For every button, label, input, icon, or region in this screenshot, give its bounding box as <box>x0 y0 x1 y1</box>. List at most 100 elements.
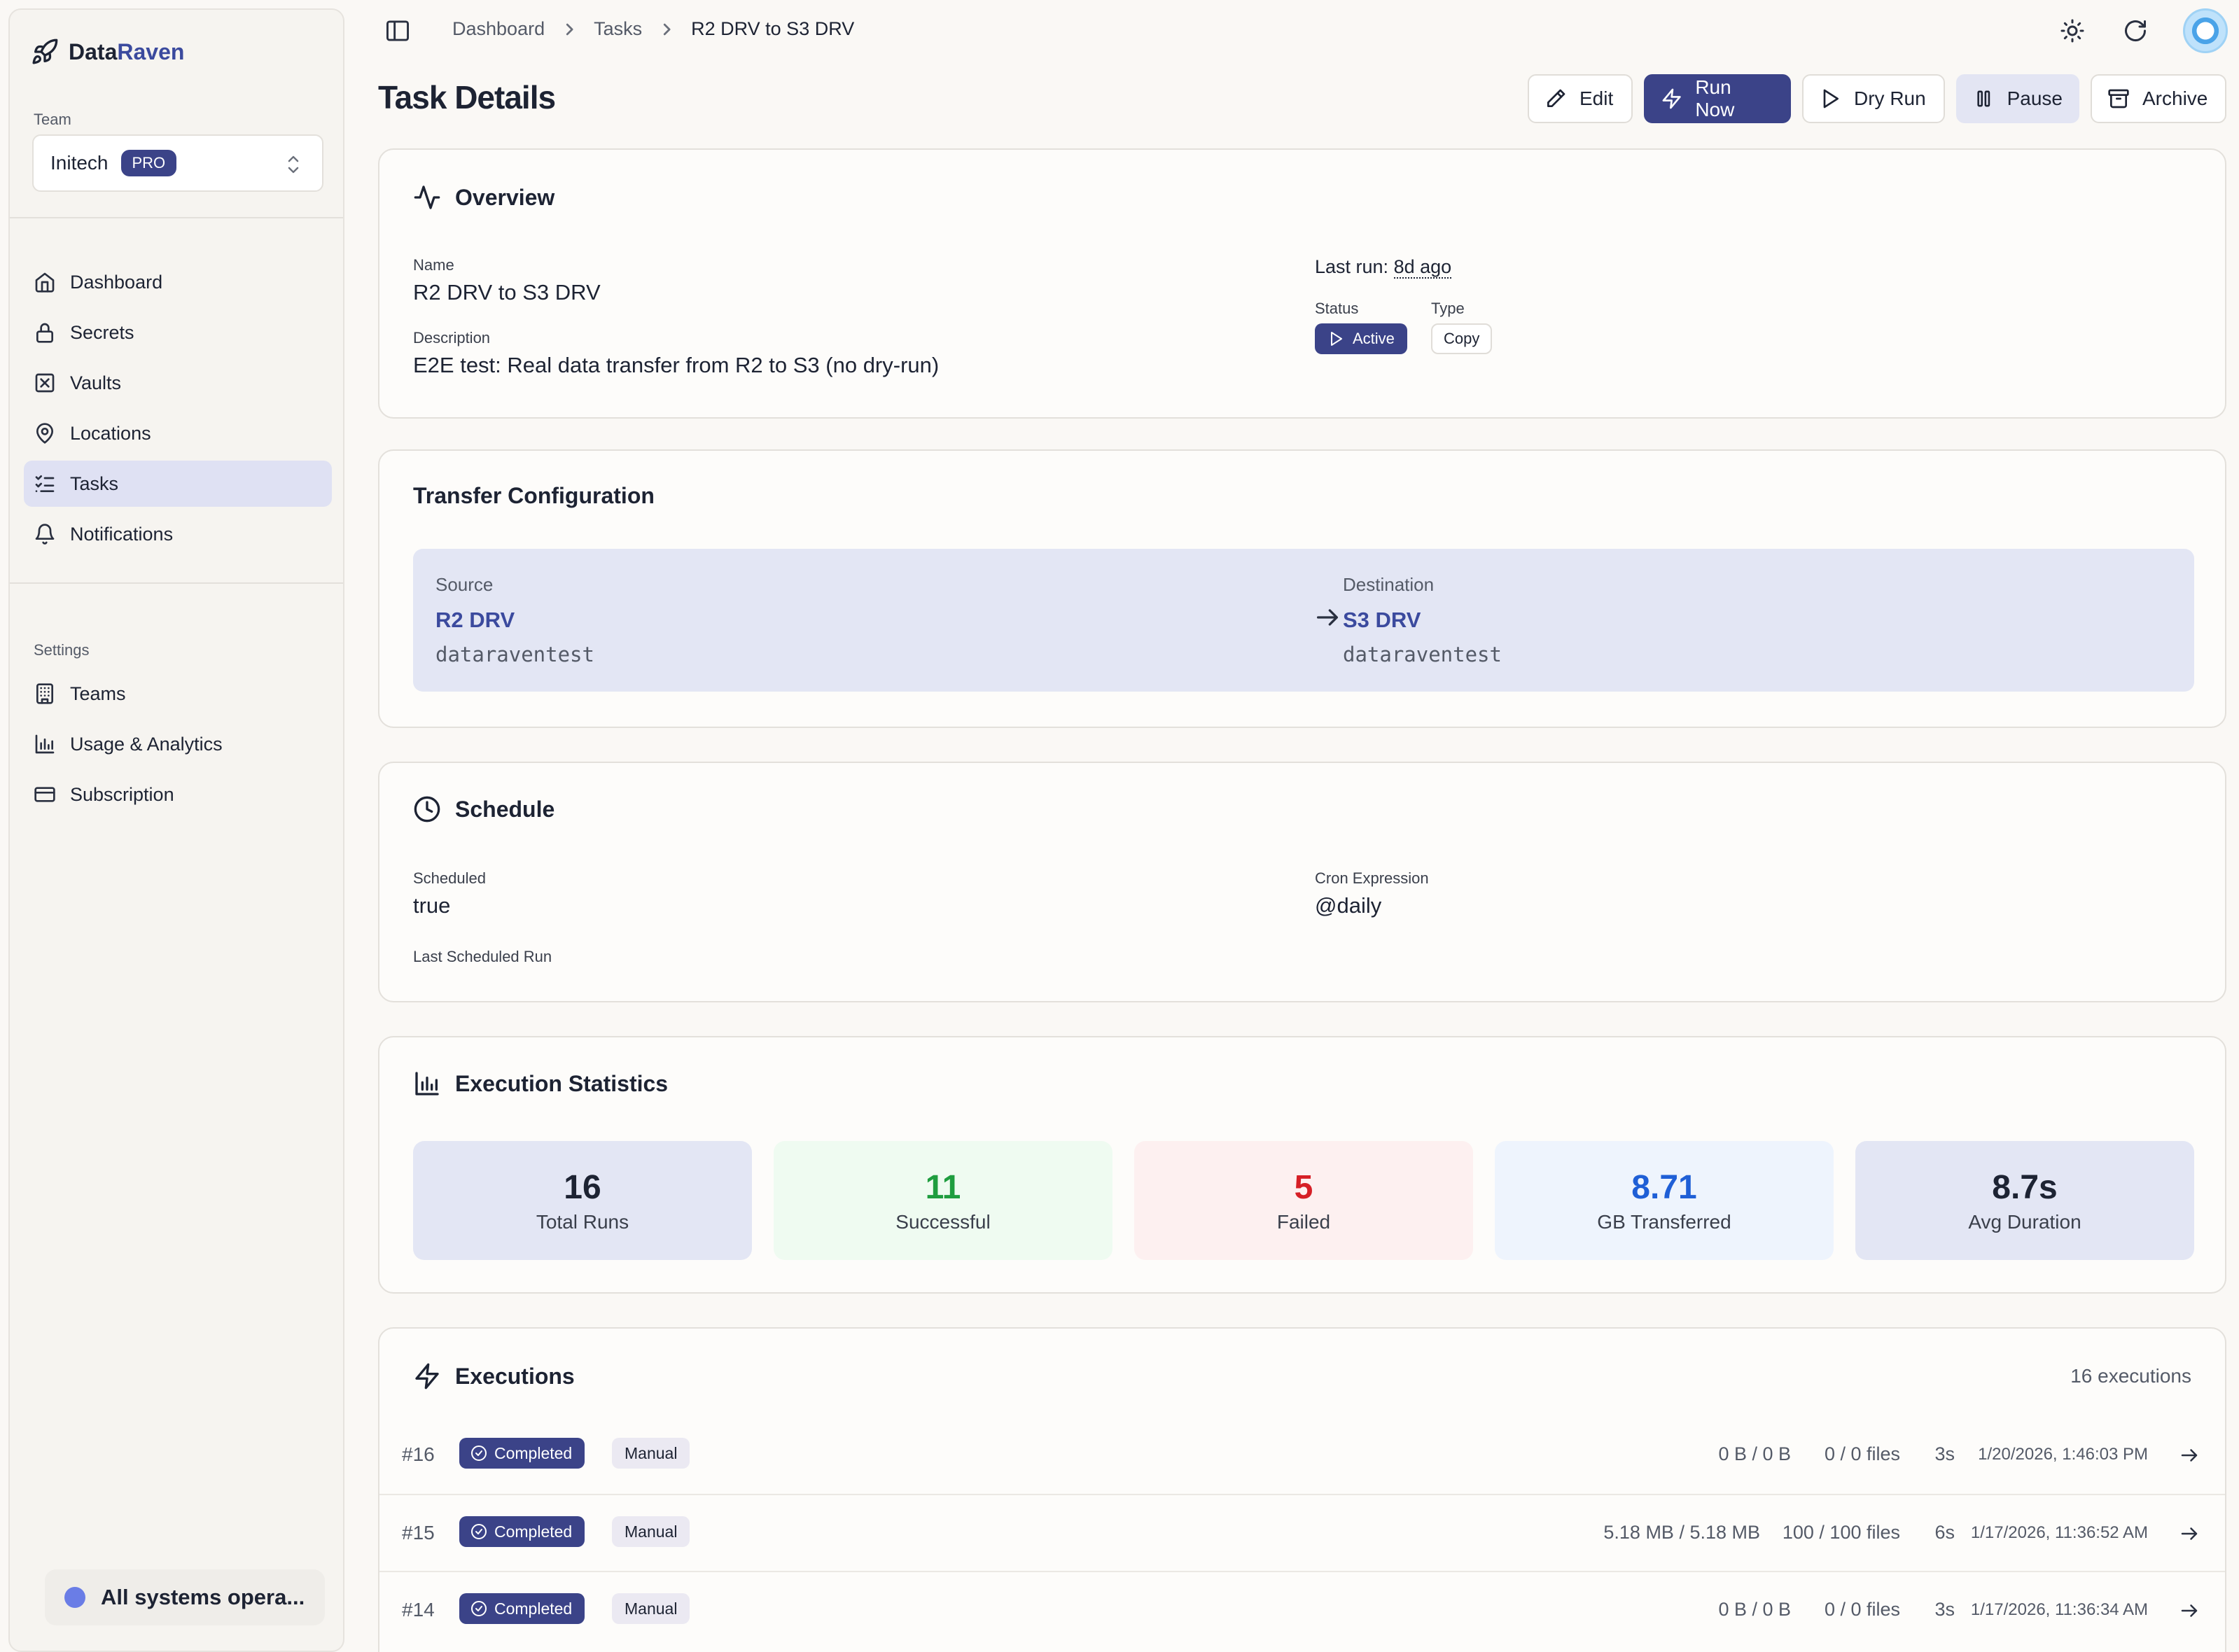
pause-icon <box>1977 90 1990 107</box>
run-now-button[interactable]: Run Now <box>1644 74 1791 123</box>
execution-files: 100 / 100 files <box>1782 1522 1900 1543</box>
stat-total-runs: 16 Total Runs <box>413 1141 752 1260</box>
sidebar-toggle-icon[interactable] <box>385 20 410 42</box>
sidebar-item-label: Vaults <box>70 372 122 393</box>
sidebar-item-usage-analytics[interactable]: Usage & Analytics <box>24 721 332 767</box>
scheduled-value: true <box>413 893 451 918</box>
sidebar-item-label: Usage & Analytics <box>70 733 223 755</box>
stat-label: Successful <box>895 1210 991 1233</box>
execution-row[interactable]: #15 Completed Manual 5.18 MB / 5.18 MB 1… <box>379 1494 2225 1571</box>
breadcrumb-tasks[interactable]: Tasks <box>594 18 643 39</box>
sidebar-item-label: Tasks <box>70 472 119 494</box>
bar-chart-icon <box>35 734 55 754</box>
execution-id: #16 <box>402 1443 435 1465</box>
destination-bucket: dataraventest <box>1343 643 1502 666</box>
transfer-route: Source R2 DRV dataraventest Destination … <box>413 549 2194 692</box>
credit-card-icon <box>34 787 55 802</box>
dry-run-button[interactable]: Dry Run <box>1802 74 1945 123</box>
schedule-card: Schedule Scheduled true Last Scheduled R… <box>378 762 2226 1002</box>
status-dot <box>64 1587 85 1608</box>
destination-link[interactable]: S3 DRV <box>1343 608 1421 632</box>
arrow-right-icon[interactable] <box>2179 1523 2200 1544</box>
sidebar-item-label: Notifications <box>70 523 174 545</box>
sidebar-item-label: Secrets <box>70 321 134 343</box>
sidebar-item-dashboard[interactable]: Dashboard <box>24 259 332 305</box>
execution-time: 1/20/2026, 1:46:03 PM <box>1978 1445 2148 1464</box>
chevrons-up-down-icon <box>288 155 299 174</box>
execution-status-badge: Completed <box>459 1516 585 1547</box>
team-label: Team <box>34 111 71 128</box>
edit-button[interactable]: Edit <box>1528 74 1633 123</box>
sidebar-item-secrets[interactable]: Secrets <box>24 309 332 356</box>
map-pin-icon <box>36 423 53 444</box>
execution-time: 1/17/2026, 11:36:34 AM <box>1970 1600 2148 1619</box>
last-scheduled-run-label: Last Scheduled Run <box>413 948 552 965</box>
last-run-value[interactable]: 8d ago <box>1393 256 1452 279</box>
destination-label: Destination <box>1343 574 1435 595</box>
executions-card: Executions 16 executions #16 Completed M… <box>378 1327 2226 1652</box>
execution-bytes: 5.18 MB / 5.18 MB <box>1603 1522 1760 1543</box>
brand-name: DataRaven <box>69 38 185 64</box>
zap-icon <box>415 1363 439 1390</box>
arrow-right-icon[interactable] <box>2179 1600 2200 1621</box>
system-status-text: All systems opera... <box>101 1585 305 1609</box>
execution-statistics-card: Execution Statistics 16 Total Runs 11 Su… <box>378 1036 2226 1294</box>
status-label: Status <box>1315 300 1359 317</box>
vault-icon <box>35 373 55 393</box>
execution-id: #14 <box>402 1599 435 1620</box>
sidebar-item-vaults[interactable]: Vaults <box>24 360 332 406</box>
execution-row[interactable]: #16 Completed Manual 0 B / 0 B 0 / 0 fil… <box>379 1417 2225 1494</box>
avatar[interactable] <box>2183 8 2228 53</box>
execution-files: 0 / 0 files <box>1824 1443 1900 1464</box>
execution-duration: 3s <box>1934 1599 1955 1620</box>
stat-label: Failed <box>1276 1210 1331 1233</box>
execution-time: 1/17/2026, 11:36:52 AM <box>1970 1523 2148 1542</box>
sidebar-item-notifications[interactable]: Notifications <box>24 511 332 557</box>
team-selector[interactable]: Initech PRO <box>32 134 323 192</box>
chevron-right-icon <box>566 23 573 35</box>
execution-files: 0 / 0 files <box>1824 1599 1900 1620</box>
refresh-icon[interactable] <box>2123 18 2148 43</box>
check-circle-icon <box>471 1601 487 1616</box>
stat-gb-transferred: 8.71 GB Transferred <box>1495 1141 1834 1260</box>
source-link[interactable]: R2 DRV <box>435 608 515 632</box>
stat-value: 8.7s <box>1992 1168 2058 1206</box>
archive-button[interactable]: Archive <box>2091 74 2226 123</box>
execution-bytes: 0 B / 0 B <box>1718 1443 1791 1464</box>
execution-duration: 6s <box>1934 1522 1955 1543</box>
play-icon <box>1823 89 1839 108</box>
breadcrumb-dashboard[interactable]: Dashboard <box>452 18 545 39</box>
execution-duration: 3s <box>1934 1443 1955 1464</box>
bar-chart-icon <box>415 1072 439 1096</box>
description-label: Description <box>413 329 491 346</box>
bell-icon <box>35 524 55 545</box>
brand[interactable]: DataRaven <box>31 38 184 66</box>
pause-button-label: Pause <box>2007 88 2063 109</box>
stat-label: GB Transferred <box>1597 1210 1731 1233</box>
stat-value: 5 <box>1294 1168 1313 1206</box>
building-icon <box>36 683 53 704</box>
stat-value: 16 <box>564 1168 601 1206</box>
sidebar: DataRaven Team Initech PRO Dashboard Sec… <box>8 8 344 1652</box>
arrow-right-icon[interactable] <box>2179 1445 2200 1466</box>
home-icon <box>35 272 55 293</box>
sidebar-item-tasks[interactable]: Tasks <box>24 461 332 507</box>
sidebar-item-locations[interactable]: Locations <box>24 410 332 456</box>
cron-label: Cron Expression <box>1315 869 1429 887</box>
stat-avg-duration: 8.7s Avg Duration <box>1855 1141 2194 1260</box>
edit-button-label: Edit <box>1579 88 1614 109</box>
cron-value: @daily <box>1315 893 1382 918</box>
chevron-right-icon <box>664 23 671 35</box>
execution-trigger-badge: Manual <box>612 1438 690 1469</box>
rocket-icon <box>32 38 58 64</box>
execution-row[interactable]: #14 Completed Manual 0 B / 0 B 0 / 0 fil… <box>379 1571 2225 1648</box>
system-status[interactable]: All systems opera... <box>45 1569 325 1625</box>
stat-value: 8.71 <box>1631 1168 1697 1206</box>
sidebar-item-subscription[interactable]: Subscription <box>24 771 332 818</box>
sun-icon[interactable] <box>2060 18 2085 43</box>
sidebar-item-teams[interactable]: Teams <box>24 671 332 717</box>
sidebar-item-label: Teams <box>70 682 126 704</box>
check-circle-icon <box>471 1446 487 1461</box>
clock-icon <box>414 796 440 822</box>
pause-button[interactable]: Pause <box>1956 74 2079 123</box>
